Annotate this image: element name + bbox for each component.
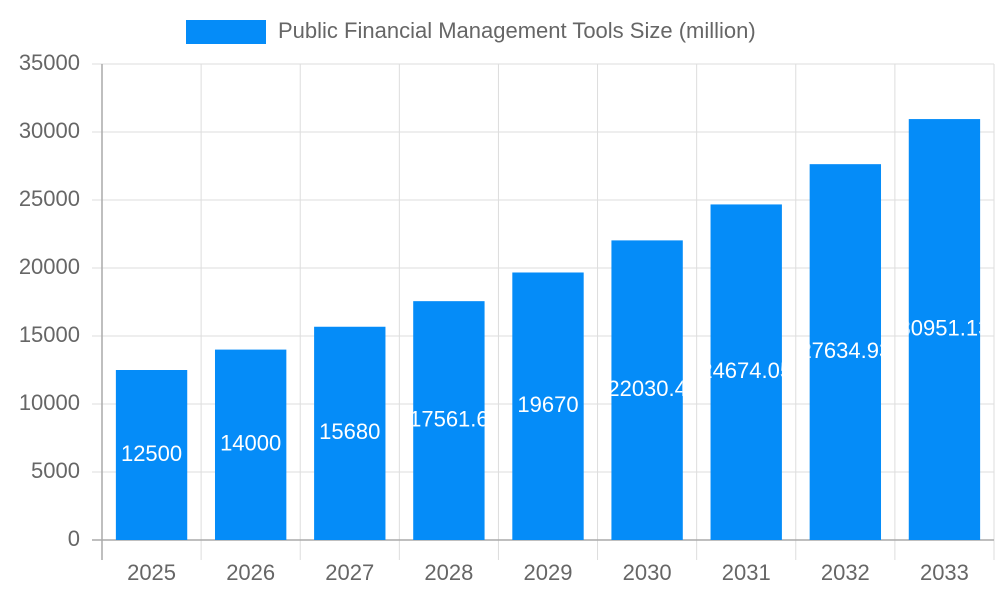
x-tick-label: 2028 [424, 560, 473, 585]
y-tick-label: 0 [68, 526, 80, 551]
bar [115, 370, 188, 540]
bar [611, 240, 683, 540]
y-tick-label: 15000 [19, 322, 80, 347]
bar [710, 204, 782, 540]
value-label: 15680 [319, 419, 380, 444]
y-tick-label: 5000 [31, 458, 80, 483]
y-tick-label: 30000 [19, 118, 80, 143]
value-label: 12500 [121, 441, 182, 466]
y-tick-label: 10000 [19, 390, 80, 415]
x-tick-label: 2029 [524, 560, 573, 585]
y-tick-label: 20000 [19, 254, 80, 279]
value-label: 27634.93 [799, 338, 891, 363]
legend-swatch [186, 20, 266, 44]
bar [512, 272, 584, 540]
x-tick-label: 2031 [722, 560, 771, 585]
value-label: 30951.13 [899, 315, 991, 340]
y-tick-label: 35000 [19, 50, 80, 75]
bar [314, 326, 386, 540]
y-tick-label: 25000 [19, 186, 80, 211]
value-label: 17561.6 [409, 406, 489, 431]
value-label: 14000 [220, 431, 281, 456]
value-label: 22030.4 [607, 376, 687, 401]
bar [214, 349, 287, 540]
legend-label: Public Financial Management Tools Size (… [278, 18, 756, 43]
value-label: 19670 [517, 392, 578, 417]
x-tick-label: 2027 [325, 560, 374, 585]
value-label: 24674.05 [700, 358, 792, 383]
x-tick-label: 2026 [226, 560, 275, 585]
x-tick-label: 2025 [127, 560, 176, 585]
bar [809, 164, 882, 540]
x-tick-label: 2030 [623, 560, 672, 585]
bar [413, 301, 485, 540]
x-tick-label: 2032 [821, 560, 870, 585]
x-tick-label: 2033 [920, 560, 969, 585]
bar [908, 119, 981, 540]
